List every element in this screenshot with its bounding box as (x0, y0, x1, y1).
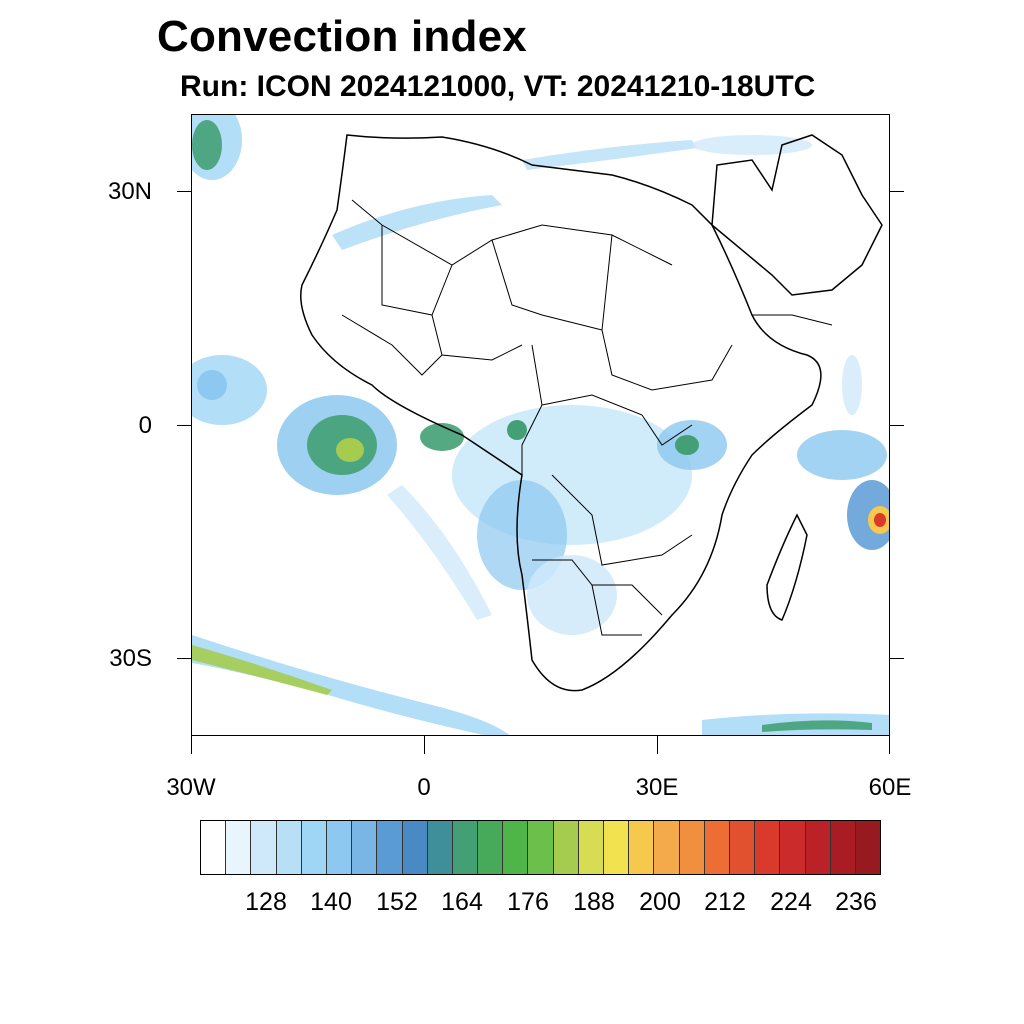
colorbar-swatch (478, 821, 504, 874)
chart-subtitle: Run: ICON 2024121000, VT: 20241210-18UTC (180, 70, 816, 103)
map-panel (191, 114, 890, 736)
colorbar-swatch (251, 821, 277, 874)
lon-label-30e: 30E (635, 774, 679, 801)
convection-field (192, 115, 889, 735)
tick-30n-left (177, 191, 191, 192)
colorbar-swatch (553, 821, 579, 874)
colorbar-label: 224 (770, 888, 812, 916)
colorbar-swatch (377, 821, 403, 874)
colorbar-swatch (855, 821, 881, 874)
colorbar-swatch (679, 821, 705, 874)
tick-30w (191, 736, 192, 754)
lon-label-30w: 30W (166, 774, 216, 801)
colorbar-label: 176 (507, 888, 549, 916)
colorbar-swatch (276, 821, 302, 874)
colorbar-label: 164 (441, 888, 483, 916)
lat-label-0: 0 (138, 412, 152, 439)
tick-0-right (890, 425, 904, 426)
coastlines (300, 134, 883, 692)
tick-30s-left (177, 658, 191, 659)
colorbar-swatch (704, 821, 730, 874)
colorbar-swatch (729, 821, 756, 874)
colorbar-swatch (830, 821, 856, 874)
colorbar-swatch (427, 821, 453, 874)
colorbar-swatch (301, 821, 327, 874)
colorbar-swatch (503, 821, 529, 874)
tick-30e (657, 736, 658, 754)
colorbar-swatch (780, 821, 806, 874)
colorbar (200, 820, 881, 875)
colorbar-swatch (352, 821, 378, 874)
colorbar-swatch (528, 821, 554, 874)
country-borders (341, 199, 833, 636)
tick-60e (889, 736, 890, 754)
colorbar-label: 128 (245, 888, 287, 916)
colorbar-swatch (805, 821, 831, 874)
colorbar-label: 188 (573, 888, 615, 916)
africa-map (192, 115, 889, 735)
colorbar-label: 200 (639, 888, 681, 916)
colorbar-swatch (755, 821, 781, 874)
chart-title: Convection index (157, 12, 527, 61)
tick-30n-right (890, 191, 904, 192)
colorbar-swatch (604, 821, 630, 874)
tick-0-left (177, 425, 191, 426)
colorbar-swatch (629, 821, 655, 874)
tick-0-lon (424, 736, 425, 754)
colorbar-swatch (654, 821, 680, 874)
colorbar-swatch (326, 821, 353, 874)
colorbar-label: 236 (835, 888, 877, 916)
colorbar-swatch (402, 821, 428, 874)
lat-label-30n: 30N (107, 178, 152, 205)
colorbar-label: 212 (704, 888, 746, 916)
colorbar-swatch (578, 821, 604, 874)
lon-label-60e: 60E (868, 774, 912, 801)
colorbar-label: 140 (310, 888, 352, 916)
colorbar-swatch (201, 821, 227, 874)
tick-30s-right (890, 658, 904, 659)
lon-label-0: 0 (417, 774, 431, 801)
colorbar-swatch (452, 821, 479, 874)
colorbar-swatch (226, 821, 252, 874)
colorbar-label: 152 (376, 888, 418, 916)
lat-label-30s: 30S (109, 645, 152, 672)
